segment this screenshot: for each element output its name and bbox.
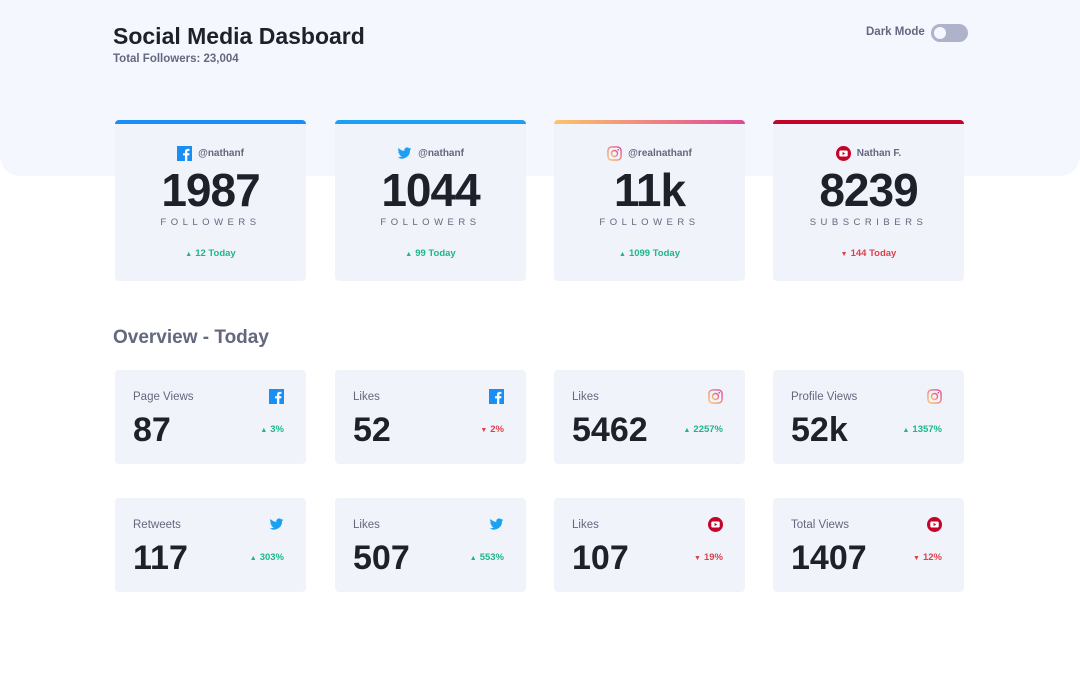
follower-card-youtube[interactable]: Nathan F. 8239 SUBSCRIBERS ▼ 144 Today [773,120,964,281]
instagram-icon [708,388,723,406]
follower-label: FOLLOWERS [599,217,700,229]
instagram-icon [607,146,622,162]
metric-change: 553% [479,552,504,563]
metric-value: 87 [133,411,171,449]
today-change: 12 Today [195,248,236,260]
metric-value: 1407 [791,539,867,577]
youtube-icon [927,516,942,534]
metric-change: 3% [270,424,284,435]
metric-change: 2257% [693,424,723,435]
overview-card[interactable]: Retweets 117 ▲ 303% [115,498,306,592]
brand-bar [773,120,964,124]
handle: @realnathanf [628,148,692,160]
arrow-up-icon: ▲ [260,427,268,434]
metric-value: 117 [133,539,188,577]
arrow-up-icon: ▲ [405,251,413,259]
metric-title: Likes [353,519,380,531]
follower-count: 1044 [381,164,480,217]
instagram-icon [927,388,942,406]
overview-card[interactable]: Likes 107 ▼ 19% [554,498,745,592]
arrow-up-icon: ▲ [683,427,691,434]
overview-card[interactable]: Likes 52 ▼ 2% [335,370,526,464]
today-change: 99 Today [415,248,456,260]
toggle-knob [934,27,946,39]
arrow-up-icon: ▲ [619,251,626,259]
facebook-icon [489,388,504,406]
facebook-icon [269,388,284,406]
today-change: 144 Today [850,248,897,260]
metric-value: 507 [353,539,410,577]
overview-card[interactable]: Likes 507 ▲ 553% [335,498,526,592]
follower-label: FOLLOWERS [160,217,261,229]
follower-count: 8239 [819,164,918,217]
metric-change: 303% [259,552,284,563]
follower-card-instagram[interactable]: @realnathanf 11k FOLLOWERS ▲ 1099 Today [554,120,745,281]
arrow-down-icon: ▼ [840,251,848,259]
metric-value: 5462 [572,411,648,449]
metric-title: Profile Views [791,391,858,403]
follower-card-facebook[interactable]: @nathanf 1987 FOLLOWERS ▲ 12 Today [115,120,306,281]
dark-mode-label: Dark Mode [866,26,925,38]
metric-title: Total Views [791,519,849,531]
youtube-icon [835,146,851,162]
metric-change: 12% [922,552,942,563]
overview-card[interactable]: Page Views 87 ▲ 3% [115,370,306,464]
today-change: 1099 Today [628,248,680,260]
arrow-up-icon: ▲ [249,555,257,562]
brand-bar [115,120,306,124]
metric-change: 2% [490,424,504,435]
brand-bar [335,120,526,124]
arrow-up-icon: ▲ [469,555,477,562]
follower-label: FOLLOWERS [380,217,481,229]
metric-title: Likes [572,391,599,403]
follower-count: 11k [613,164,686,217]
follower-card-twitter[interactable]: @nathanf 1044 FOLLOWERS ▲ 99 Today [335,120,526,281]
facebook-icon [177,146,193,162]
handle: @nathanf [418,148,464,160]
overview-title: Overview - Today [113,327,269,348]
metric-value: 52k [791,411,848,449]
arrow-up-icon: ▲ [902,427,910,434]
dark-mode-toggle[interactable] [931,24,968,42]
page-title: Social Media Dasboard [113,23,365,49]
metric-value: 52 [353,411,391,449]
metric-title: Retweets [133,519,181,531]
twitter-icon [269,516,284,534]
twitter-icon [489,516,504,534]
total-followers: Total Followers: 23,004 [113,53,239,65]
arrow-down-icon: ▼ [480,427,488,434]
metric-title: Likes [353,391,380,403]
overview-card[interactable]: Likes 5462 ▲ 2257% [554,370,745,464]
youtube-icon [708,516,723,534]
arrow-up-icon: ▲ [185,251,193,259]
handle: Nathan F. [856,148,902,160]
metric-change: 1357% [912,424,942,435]
arrow-down-icon: ▼ [694,555,701,562]
arrow-down-icon: ▼ [913,555,920,562]
metric-change: 19% [703,552,723,563]
metric-value: 107 [572,539,629,577]
overview-card[interactable]: Total Views 1407 ▼ 12% [773,498,964,592]
twitter-icon [397,146,412,162]
metric-title: Likes [572,519,599,531]
overview-card[interactable]: Profile Views 52k ▲ 1357% [773,370,964,464]
handle: @nathanf [198,148,244,160]
follower-label: SUBSCRIBERS [809,217,928,229]
metric-title: Page Views [133,391,194,403]
brand-bar [554,120,745,124]
follower-count: 1987 [161,164,260,217]
